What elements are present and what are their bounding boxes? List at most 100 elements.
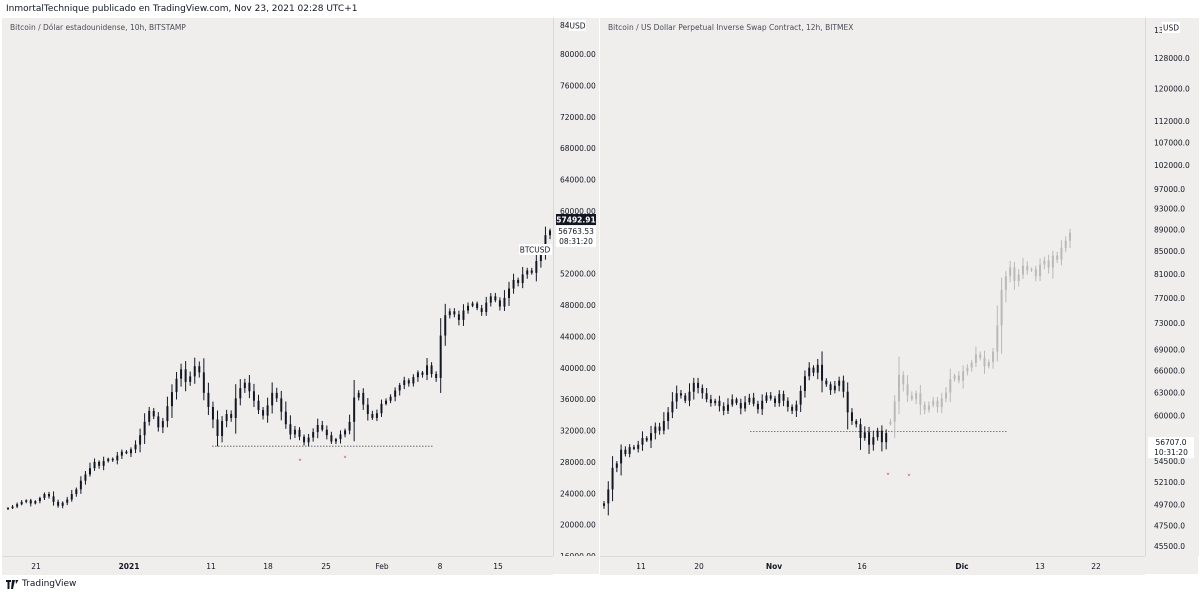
candle-body xyxy=(880,430,883,443)
currency-label: USD xyxy=(1163,24,1179,33)
candle-body xyxy=(252,391,255,401)
candle-body xyxy=(714,400,717,404)
candle-body xyxy=(25,500,28,502)
projected-candle-body xyxy=(1009,267,1012,277)
candle-body xyxy=(485,302,488,313)
candle-body xyxy=(453,311,456,315)
y-tick-label: 68000.00 xyxy=(560,144,596,153)
candle-body xyxy=(521,274,524,284)
candle-body xyxy=(239,388,242,399)
candle-body xyxy=(148,410,151,422)
x-tick-label: Dic xyxy=(955,562,968,571)
candle-body xyxy=(489,296,492,303)
candle-body xyxy=(211,406,214,420)
y-tick-label: 24000.00 xyxy=(560,489,596,498)
projected-candle-body xyxy=(893,401,896,422)
symbol-price-badge xyxy=(556,226,596,247)
candle-body xyxy=(66,499,69,503)
candle-body xyxy=(885,433,888,443)
y-tick-label: 13 xyxy=(1154,26,1164,35)
candle-body xyxy=(321,425,324,430)
symbol-tag-bg xyxy=(519,244,552,255)
last-price-label: 56707.0 xyxy=(1155,438,1186,447)
projected-candle-body xyxy=(1000,289,1003,326)
candle-body xyxy=(808,367,811,377)
y-tick-label: 16000.00 xyxy=(560,552,596,556)
candle-body xyxy=(143,421,146,436)
candle-body xyxy=(471,303,474,306)
projected-candle-body xyxy=(1064,240,1067,248)
chart-panel-xbtusd-bitmex[interactable]: ˅ ˅ Bitcoin / US Dollar Perpetual Inverse… xyxy=(600,18,1199,575)
candle-body xyxy=(426,365,429,375)
candle-body xyxy=(61,502,64,506)
projected-candle-body xyxy=(897,374,900,402)
y-tick-label: 36000.00 xyxy=(560,395,596,404)
candle-body xyxy=(394,390,397,397)
candle-body xyxy=(312,432,315,438)
candlestick-chart-right[interactable]: ˅ ˅ xyxy=(600,18,1145,556)
candle-body xyxy=(641,438,644,445)
candle-body xyxy=(20,501,23,505)
candle-body xyxy=(389,396,392,401)
price-axis-left[interactable]: 84 USD 80000.00 76000.00 72000.00 68000.00 640… xyxy=(553,18,600,561)
projected-candle-body xyxy=(996,325,999,352)
y-tick-label: 84 xyxy=(560,21,570,30)
y-tick-label: 60000.0 xyxy=(1154,411,1185,420)
y-tick-label: 93000.0 xyxy=(1154,205,1185,214)
candlestick-chart-left[interactable]: ˅ ˅ BTCUSD xyxy=(2,18,553,556)
candle-body xyxy=(692,382,695,392)
candle-body xyxy=(624,449,627,454)
candle-body xyxy=(348,421,351,431)
candle-body xyxy=(846,391,849,413)
projected-candle-body xyxy=(1043,260,1046,265)
candle-body xyxy=(184,369,187,382)
candle-body xyxy=(774,398,777,404)
projected-candle-body xyxy=(992,351,995,363)
candle-body xyxy=(457,314,460,320)
candle-body xyxy=(161,421,164,428)
candle-body xyxy=(330,435,333,442)
candle-body xyxy=(620,449,623,464)
symbol-tag-label: BTCUSD xyxy=(520,246,551,255)
projected-candle-body xyxy=(1013,267,1016,281)
y-tick-label: 60000.00 xyxy=(560,207,596,216)
candle-body xyxy=(812,367,815,373)
candle-body xyxy=(645,438,648,441)
symbol-tag: BTCUSD xyxy=(519,244,552,255)
candle-body xyxy=(79,480,82,490)
candle-body xyxy=(816,364,819,373)
projected-candle-body xyxy=(949,379,952,393)
projected-candle-body xyxy=(970,362,973,368)
x-tick-label: Nov xyxy=(766,562,782,571)
projected-candle-body xyxy=(927,405,930,411)
y-tick-label: 28000.00 xyxy=(560,458,596,467)
low-marker: ˅ xyxy=(343,456,348,466)
candle-body xyxy=(225,414,228,422)
last-price-badge xyxy=(556,214,596,225)
candle-body xyxy=(407,380,410,384)
candle-body xyxy=(234,398,237,418)
price-axis-right[interactable]: 13 USD 128000.0 120000.0 112000.0 107000.0 102… xyxy=(1145,18,1199,556)
projected-candle-body xyxy=(932,400,935,406)
y-tick-label: 47500.0 xyxy=(1154,522,1185,531)
chart-panel-btcusd-bitstamp[interactable]: ˅ ˅ BTCUSD Bitcoin / Dólar estadounidense,… xyxy=(2,18,600,575)
candle-body xyxy=(57,501,60,506)
x-tick-label: 22 xyxy=(1091,562,1101,571)
candle-body xyxy=(744,402,747,409)
y-tick-label: 63000.0 xyxy=(1154,388,1185,397)
projected-candle-body xyxy=(910,395,913,400)
x-tick-label: 20 xyxy=(694,562,704,571)
candle-body xyxy=(262,410,265,416)
candle-body xyxy=(748,397,751,403)
time-axis-left[interactable]: 21 2021 11 18 25 Feb 8 15 xyxy=(2,556,553,575)
candle-body xyxy=(157,416,160,428)
candle-body xyxy=(480,308,483,313)
time-axis-right[interactable]: 11 20 Nov 16 Dic 13 22 xyxy=(600,556,1145,575)
candle-body xyxy=(462,310,465,320)
plot-area-right[interactable]: ˅ ˅ xyxy=(600,18,1145,556)
projected-candle-body xyxy=(906,384,909,396)
plot-area-left[interactable]: ˅ ˅ BTCUSD xyxy=(2,18,553,556)
candle-body xyxy=(248,382,251,392)
candle-body xyxy=(139,435,142,445)
chart-title-left: Bitcoin / Dólar estadounidense, 10h, BIT… xyxy=(10,23,186,32)
